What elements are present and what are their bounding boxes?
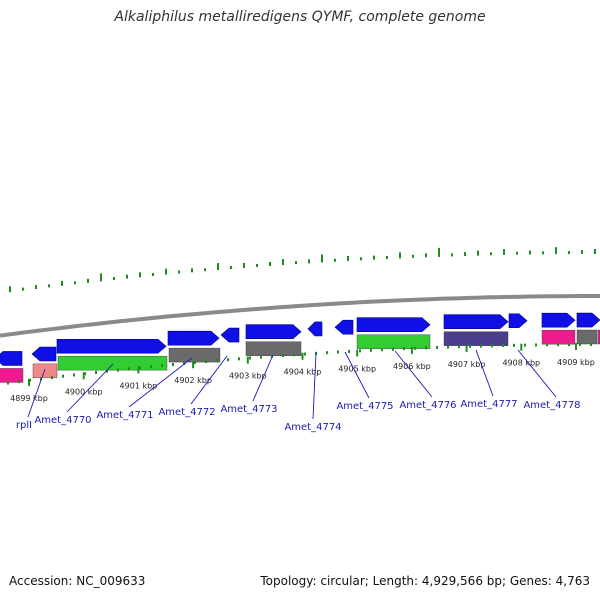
gene-leader-line (475, 349, 494, 397)
forward-gene-arrow (0, 351, 23, 366)
reverse-gene-block (245, 341, 302, 356)
gene-labels: rplI Amet_4770 Amet_4771 Amet_4772 Amet_4773… (16, 349, 581, 433)
kbp-tick-label: 4904 kbp (284, 368, 322, 377)
kbp-tick-label: 4909 kbp (557, 358, 595, 367)
reverse-gene-block (32, 363, 58, 379)
gene-label: Amet_4771 (96, 410, 153, 421)
genome-summary-text: Topology: circular; Length: 4,929,566 bp… (260, 574, 590, 588)
forward-gene-arrow (167, 330, 220, 346)
gene-leader-line (252, 354, 274, 402)
gene-leader-line (190, 355, 228, 405)
kbp-tick-label: 4900 kbp (65, 387, 103, 396)
gene-leader-line (312, 352, 317, 420)
forward-gene-arrow (56, 338, 167, 354)
kbp-tick-label: 4901 kbp (120, 381, 158, 390)
gene-label: Amet_4775 (336, 401, 393, 412)
forward-gene-arrow (220, 327, 240, 343)
forward-gene-arrow (334, 319, 354, 335)
gene-label: Amet_4772 (158, 407, 215, 418)
gene-label: Amet_4770 (34, 415, 91, 426)
gc-content-track (9, 247, 596, 293)
gene-leader-line (66, 363, 114, 413)
gene-label: Amet_4773 (220, 404, 277, 415)
gene-leader-line (128, 357, 193, 408)
reverse-gene-block (576, 329, 598, 345)
forward-gene-arrow (443, 314, 509, 329)
gene-label: Amet_4777 (460, 399, 517, 410)
kbp-tick-label: 4902 kbp (174, 376, 212, 385)
forward-gene-arrow (508, 313, 528, 329)
forward-strand-genes (0, 312, 600, 366)
kbp-tick-label: 4903 kbp (229, 372, 267, 381)
kbp-tick-label: 4899 kbp (10, 394, 48, 403)
kbp-tick-label: 4905 kbp (338, 364, 376, 373)
reverse-gene-block (597, 329, 600, 345)
reverse-gene-block (541, 329, 576, 345)
accession-text: Accession: NC_009633 (9, 574, 146, 588)
forward-gene-arrow (356, 317, 431, 332)
gene-leader-line (27, 368, 46, 418)
gene-label: Amet_4776 (399, 400, 456, 411)
gene-leader-line (344, 351, 370, 399)
gene-leader-line (517, 349, 557, 398)
gene-label: rplI (16, 420, 32, 431)
forward-gene-arrow (245, 324, 302, 340)
genome-title: Alkaliphilus metalliredigens QYMF, compl… (114, 9, 486, 25)
gene-leader-line (394, 350, 433, 398)
forward-gene-arrow (307, 321, 323, 337)
gene-label: Amet_4778 (523, 400, 580, 411)
kbp-tick-label: 4907 kbp (448, 360, 486, 369)
forward-gene-arrow (541, 312, 576, 328)
reverse-gene-block (443, 331, 509, 346)
genome-backbone (0, 294, 600, 338)
reverse-gene-block (168, 347, 221, 363)
reverse-strand-genes (0, 329, 600, 383)
gene-label: Amet_4774 (284, 422, 341, 433)
reverse-gene-block (356, 334, 431, 349)
kbp-tick-label: 4908 kbp (502, 359, 540, 368)
kbp-tick-label: 4906 kbp (393, 362, 431, 371)
forward-gene-arrow (31, 346, 57, 362)
forward-gene-arrow (576, 312, 600, 328)
kbp-ruler: 4899 kbp 4900 kbp 4901 kbp 4902 kbp 4903 kbp… (7, 343, 595, 403)
